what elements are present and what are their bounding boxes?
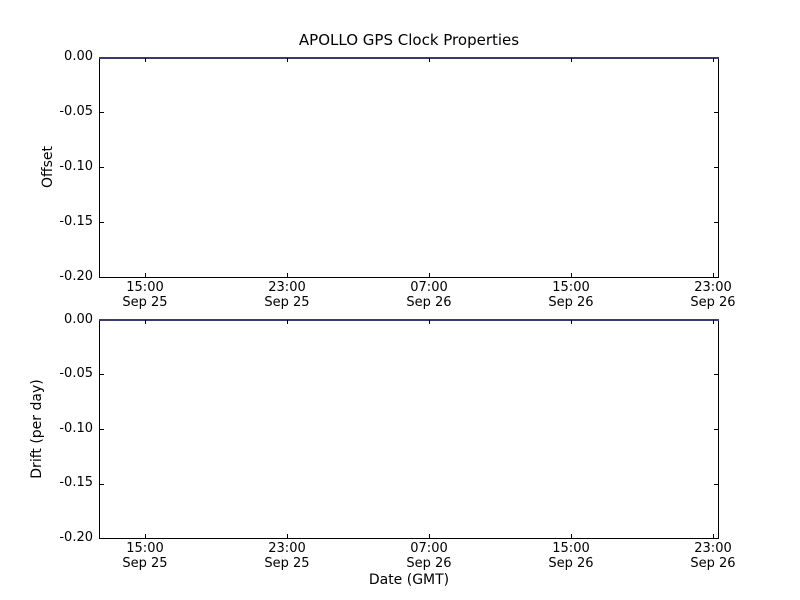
- x-tick-mark: [145, 273, 146, 277]
- x-tick-date: Sep 26: [548, 295, 594, 310]
- x-tick-mark: [429, 273, 430, 277]
- y-axis-label-drift: Drift (per day): [29, 379, 45, 479]
- x-tick-mark: [713, 320, 714, 324]
- series-drift-zero-line: [99, 319, 719, 321]
- x-tick-mark: [571, 58, 572, 62]
- x-tick-mark: [571, 534, 572, 538]
- y-tick-label: -0.15: [59, 214, 93, 229]
- x-tick-date: Sep 26: [690, 556, 736, 571]
- x-tick-label: 15:00 Sep 26: [526, 280, 616, 310]
- x-tick-mark: [145, 320, 146, 324]
- y-tick-label: -0.10: [59, 159, 93, 174]
- x-tick-time: 15:00: [552, 280, 590, 295]
- x-tick-mark: [429, 320, 430, 324]
- chart-title: APOLLO GPS Clock Properties: [298, 31, 520, 49]
- x-tick-time: 23:00: [268, 280, 306, 295]
- x-tick-time: 15:00: [552, 541, 590, 556]
- x-tick-date: Sep 26: [406, 556, 452, 571]
- y-tick-label: -0.15: [59, 475, 93, 490]
- x-tick-time: 23:00: [694, 280, 732, 295]
- x-tick-date: Sep 25: [122, 295, 168, 310]
- x-tick-time: 15:00: [126, 541, 164, 556]
- y-tick-mark: [100, 484, 104, 485]
- y-tick-label: -0.10: [59, 421, 93, 436]
- y-tick-label: 0.00: [64, 312, 93, 327]
- subplot-drift: [99, 319, 719, 539]
- x-tick-time: 07:00: [410, 541, 448, 556]
- x-tick-mark: [287, 534, 288, 538]
- y-tick-label: 0.00: [64, 49, 93, 64]
- x-tick-time: 15:00: [126, 280, 164, 295]
- x-tick-mark: [429, 58, 430, 62]
- y-tick-label: -0.20: [59, 530, 93, 545]
- x-tick-date: Sep 25: [264, 556, 310, 571]
- x-tick-date: Sep 26: [690, 295, 736, 310]
- x-tick-mark: [145, 534, 146, 538]
- x-tick-mark: [713, 273, 714, 277]
- x-tick-date: Sep 26: [548, 556, 594, 571]
- x-tick-label: 07:00 Sep 26: [384, 541, 474, 571]
- x-tick-label: 23:00 Sep 26: [668, 541, 758, 571]
- y-tick-mark: [714, 429, 718, 430]
- y-tick-mark: [714, 222, 718, 223]
- x-tick-date: Sep 25: [122, 556, 168, 571]
- x-tick-label: 23:00 Sep 25: [242, 541, 332, 571]
- x-tick-mark: [287, 273, 288, 277]
- x-tick-label: 23:00 Sep 26: [668, 280, 758, 310]
- y-tick-mark: [714, 167, 718, 168]
- y-tick-label: -0.05: [59, 104, 93, 119]
- x-tick-mark: [287, 58, 288, 62]
- y-tick-mark: [100, 222, 104, 223]
- x-tick-date: Sep 25: [264, 295, 310, 310]
- y-tick-mark: [714, 484, 718, 485]
- x-tick-label: 15:00 Sep 26: [526, 541, 616, 571]
- y-tick-label: -0.05: [59, 366, 93, 381]
- y-tick-mark: [100, 112, 104, 113]
- y-tick-label: -0.20: [59, 269, 93, 284]
- x-tick-time: 07:00: [410, 280, 448, 295]
- x-tick-mark: [713, 58, 714, 62]
- series-offset-zero-line: [99, 57, 719, 59]
- x-tick-time: 23:00: [694, 541, 732, 556]
- x-tick-mark: [571, 273, 572, 277]
- x-tick-mark: [145, 58, 146, 62]
- y-tick-mark: [100, 374, 104, 375]
- x-tick-label: 07:00 Sep 26: [384, 280, 474, 310]
- x-tick-mark: [571, 320, 572, 324]
- x-tick-date: Sep 26: [406, 295, 452, 310]
- y-tick-mark: [714, 374, 718, 375]
- y-tick-mark: [714, 112, 718, 113]
- x-tick-time: 23:00: [268, 541, 306, 556]
- x-axis-label-date: Date (GMT): [368, 572, 450, 588]
- x-tick-label: 23:00 Sep 25: [242, 280, 332, 310]
- x-tick-mark: [429, 534, 430, 538]
- x-tick-label: 15:00 Sep 25: [100, 280, 190, 310]
- y-axis-label-offset: Offset: [40, 145, 56, 189]
- y-tick-mark: [100, 429, 104, 430]
- x-tick-label: 15:00 Sep 25: [100, 541, 190, 571]
- y-tick-mark: [100, 167, 104, 168]
- x-tick-mark: [287, 320, 288, 324]
- subplot-offset: [99, 57, 719, 278]
- x-tick-mark: [713, 534, 714, 538]
